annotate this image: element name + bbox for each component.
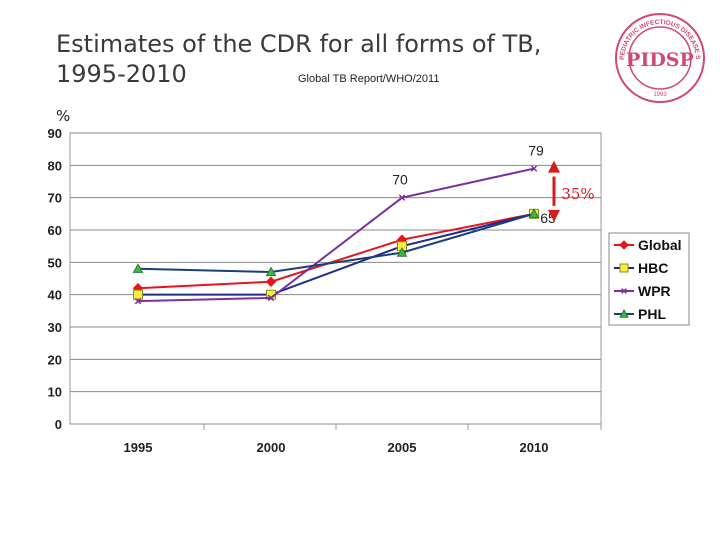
data-point-diamond bbox=[619, 240, 629, 250]
x-tick-label: 2000 bbox=[257, 440, 286, 455]
legend-label: WPR bbox=[638, 283, 671, 299]
data-point-triangle bbox=[619, 308, 629, 318]
legend: Global HBC WPR PHL bbox=[608, 232, 690, 326]
annotation-label: 79 bbox=[528, 143, 544, 159]
chart-title-line2: 1995-2010 bbox=[56, 60, 187, 88]
y-tick-label: 0 bbox=[55, 417, 62, 432]
y-tick-label: 90 bbox=[48, 126, 62, 141]
y-tick-label: 70 bbox=[48, 191, 62, 206]
legend-label: Global bbox=[638, 237, 682, 253]
data-point-triangle bbox=[396, 247, 408, 257]
legend-item-global: Global bbox=[614, 237, 682, 253]
y-tick-label: 20 bbox=[48, 352, 62, 367]
y-tick-label: 30 bbox=[48, 320, 62, 335]
series-phl bbox=[132, 208, 540, 277]
x-tick-label: 1995 bbox=[124, 440, 153, 455]
x-axis-ticks: 1995 2000 2005 2010 bbox=[124, 424, 602, 455]
legend-label: PHL bbox=[638, 306, 666, 322]
logo-year: 1993 bbox=[653, 92, 667, 98]
data-point-triangle bbox=[528, 208, 540, 218]
legend-label: HBC bbox=[638, 260, 668, 276]
series-line-hbc bbox=[138, 212, 535, 296]
series-global bbox=[132, 208, 540, 294]
x-tick-label: 2005 bbox=[388, 440, 417, 455]
y-tick-label: 60 bbox=[48, 223, 62, 238]
range-arrow bbox=[548, 160, 560, 222]
legend-box bbox=[608, 232, 690, 326]
legend-item-hbc: HBC bbox=[614, 260, 668, 276]
y-tick-label: 10 bbox=[48, 385, 62, 400]
data-point-x bbox=[621, 288, 627, 294]
plot-area bbox=[69, 132, 602, 425]
data-point-diamond bbox=[265, 276, 277, 287]
y-axis-ticks: 0 10 20 30 40 50 60 70 80 90 bbox=[48, 126, 62, 432]
series-group bbox=[132, 165, 540, 305]
series-line-global bbox=[137, 212, 535, 290]
series-wpr bbox=[134, 165, 538, 305]
data-point-square bbox=[619, 263, 629, 273]
plot-border bbox=[69, 132, 602, 425]
legend-item-phl: PHL bbox=[614, 306, 666, 322]
legend-item-wpr: WPR bbox=[614, 283, 671, 299]
y-tick-label: 80 bbox=[48, 158, 62, 173]
y-axis-label: % bbox=[56, 107, 70, 125]
annotation-label: 70 bbox=[392, 172, 408, 188]
y-tick-label: 40 bbox=[48, 288, 62, 303]
chart-source: Global TB Report/WHO/2011 bbox=[298, 73, 440, 85]
logo-center-text: PIDSP bbox=[626, 49, 694, 71]
y-tick-label: 50 bbox=[48, 255, 62, 270]
data-point-triangle bbox=[265, 266, 277, 277]
data-point-x bbox=[530, 165, 538, 172]
gridlines bbox=[70, 132, 601, 425]
data-point-triangle bbox=[132, 263, 144, 273]
pidsp-logo: PEDIATRIC INFECTIOUS DISEASE SOCIETY OF … bbox=[612, 10, 708, 106]
data-point-x bbox=[267, 294, 275, 302]
series-line-wpr bbox=[137, 167, 535, 303]
data-point-x bbox=[134, 297, 142, 305]
data-point-x bbox=[398, 194, 406, 201]
x-tick-label: 2010 bbox=[520, 440, 549, 455]
chart-title: Estimates of the CDR for all forms of TB… bbox=[56, 30, 542, 58]
data-point-square bbox=[133, 289, 143, 300]
annotation-label: 35% bbox=[561, 185, 594, 203]
series-line-phl bbox=[137, 212, 535, 274]
